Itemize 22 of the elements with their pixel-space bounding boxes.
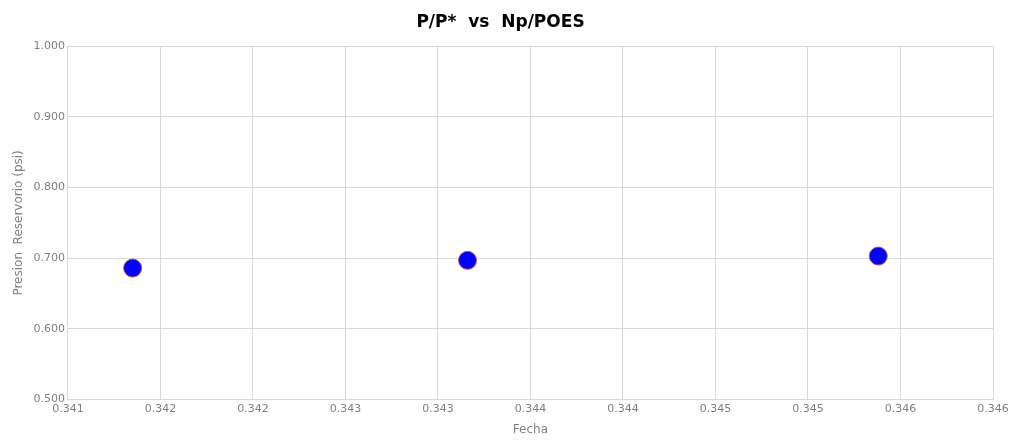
y-tick-label: 0.900 [33,109,65,123]
y-tick-label: 0.600 [33,321,65,335]
point [458,250,478,270]
y-tick-label: 0.800 [33,180,65,194]
y-tick-label: 1.000 [33,39,65,53]
x-tick-label: 0.342 [144,401,177,415]
x-tick-label: 0.344 [607,401,639,415]
x-tick-label: 0.346 [884,401,917,415]
x-tick-label: 0.345 [699,401,732,415]
point [123,258,143,278]
y-axis-title: Presion Reservorio (psi) [11,150,26,296]
y-tick-label: 0.700 [33,251,65,265]
chart-title: P/P* vs Np/POES [416,10,585,31]
x-tick-label: 0.344 [514,401,547,415]
x-tick-label: 0.341 [52,401,84,415]
x-tick-label: 0.346 [977,401,1009,415]
x-tick-label: 0.342 [237,401,269,415]
point [868,246,888,266]
x-tick-label: 0.343 [329,401,362,415]
x-tick-label: 0.343 [422,401,454,415]
x-axis-title: Fecha [512,421,549,436]
x-tick-label: 0.345 [792,401,824,415]
